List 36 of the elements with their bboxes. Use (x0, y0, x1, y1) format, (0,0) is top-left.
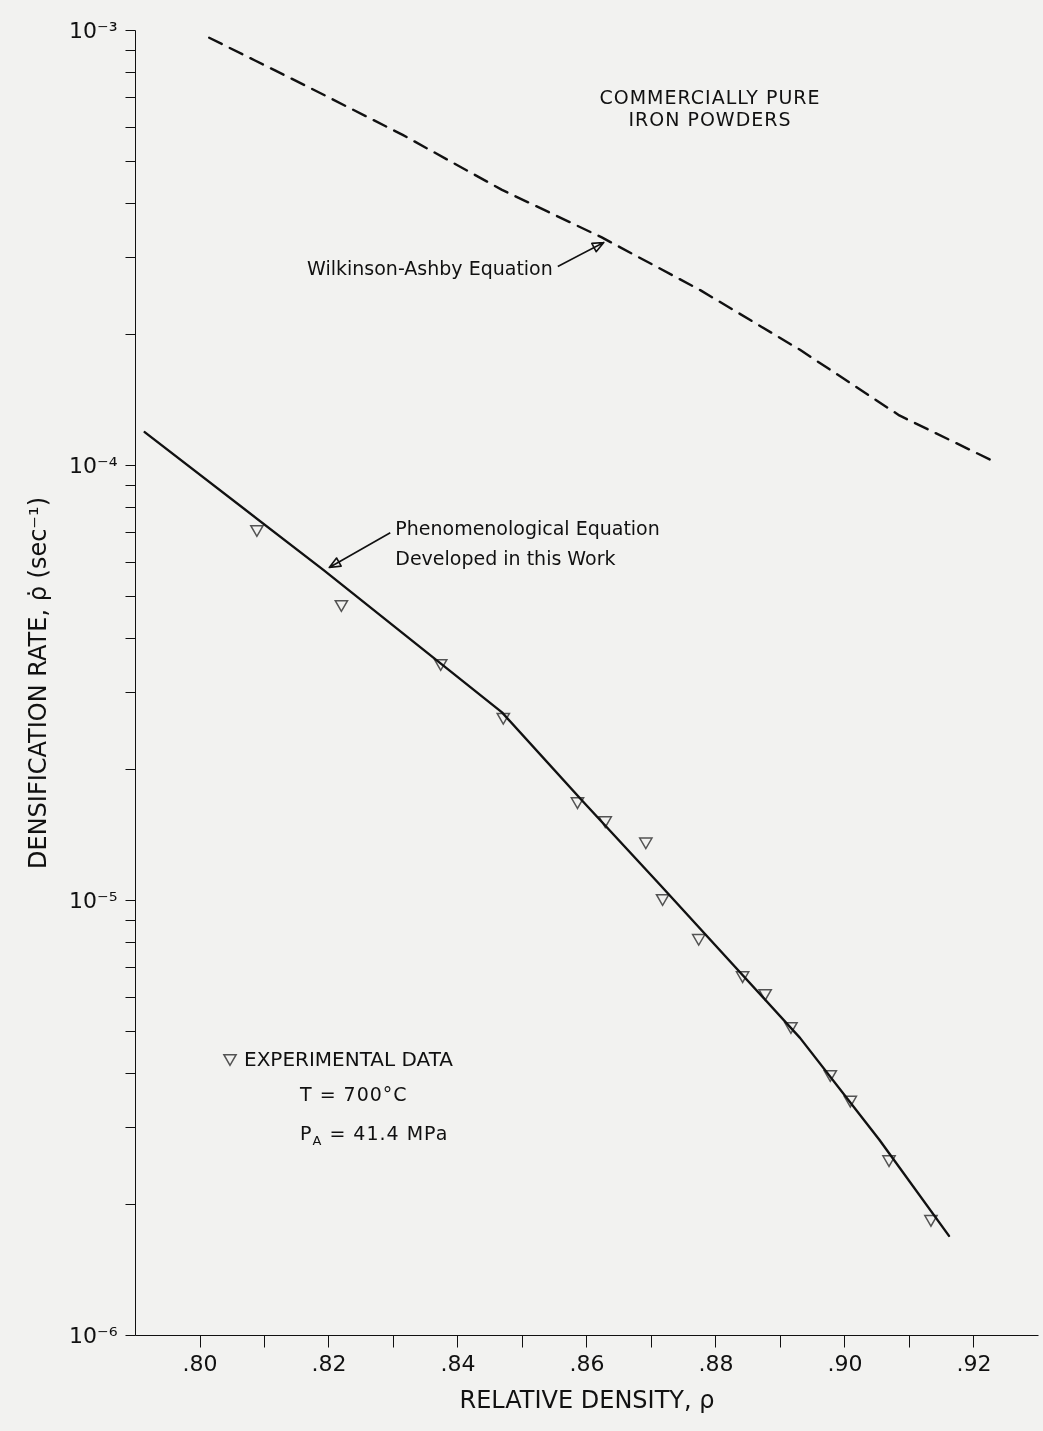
annotation: P$_{A}$ = 41.4 MPa (300, 1122, 449, 1148)
x-tick-label: .92 (956, 1350, 992, 1376)
y-axis-title: DENSIFICATION RATE, ρ̇ (sec⁻¹) (24, 497, 53, 869)
point (570, 797, 585, 810)
point (655, 893, 670, 907)
point (433, 658, 448, 672)
y-tick-label: 10⁻⁵ (69, 887, 118, 913)
point (735, 971, 750, 984)
x-tick-label: .82 (311, 1350, 347, 1376)
point (691, 933, 706, 946)
point (843, 1095, 858, 1108)
point (638, 837, 653, 850)
legend-label: EXPERIMENTAL DATA (244, 1047, 454, 1071)
annotation: T = 700°C (300, 1083, 408, 1105)
point (598, 816, 613, 829)
x-tick-label: .88 (698, 1350, 734, 1376)
line-series (143, 430, 951, 1238)
x-tick-label: .84 (440, 1350, 476, 1376)
point (496, 712, 511, 725)
y-tick-label: 10⁻⁴ (69, 452, 118, 478)
point (250, 524, 264, 538)
x-axis-title: RELATIVE DENSITY, ρ (459, 1385, 715, 1414)
point (882, 1155, 896, 1168)
point (924, 1214, 938, 1227)
x-tick-label: .90 (827, 1350, 863, 1376)
annotation: Phenomenological Equation Developed in this Work (395, 516, 660, 569)
annotation: COMMERCIALLY PURE IRON POWDERS (598, 86, 822, 130)
point (758, 988, 773, 1001)
x-tick-label: .80 (182, 1350, 218, 1376)
point (334, 599, 349, 613)
x-tick-label: .86 (569, 1350, 605, 1376)
y-tick-label: 10⁻³ (69, 17, 118, 43)
y-tick-label: 10⁻⁶ (69, 1322, 118, 1348)
point (823, 1069, 838, 1083)
annotation: Wilkinson-Ashby Equation (307, 257, 553, 280)
point (784, 1021, 798, 1034)
